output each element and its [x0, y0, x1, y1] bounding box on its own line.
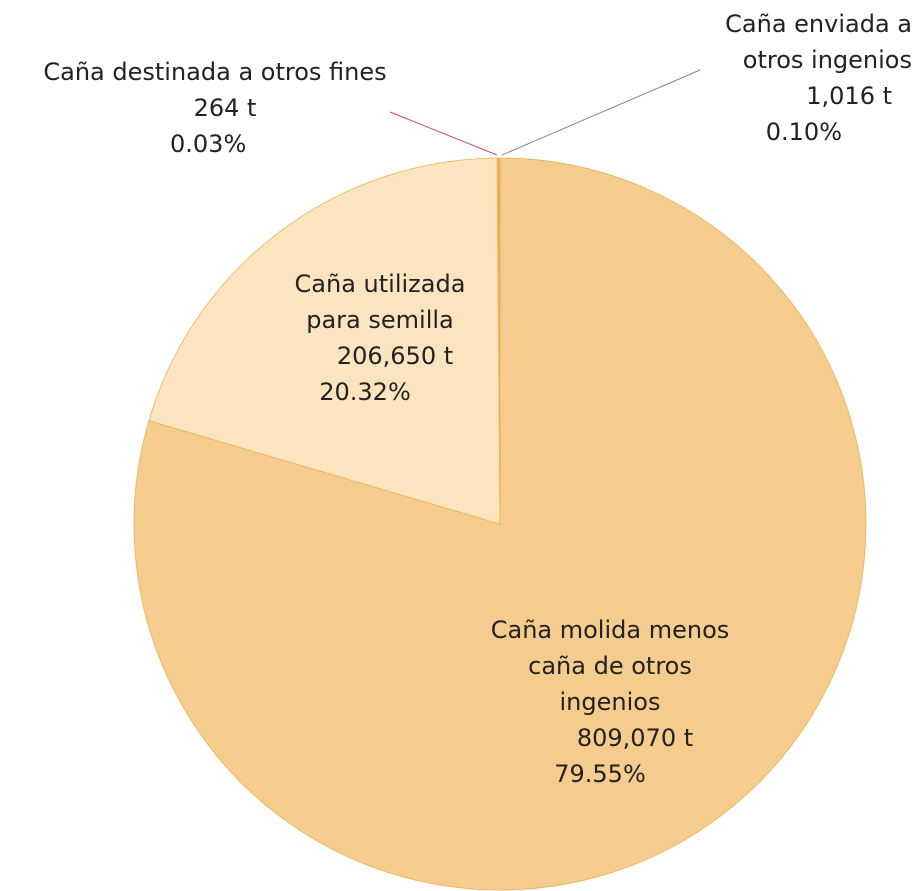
category-label: Caña destinada a otros fines	[43, 58, 387, 86]
category-label: Caña enviada a otros ingenios	[725, 10, 912, 74]
slice-label: Caña utilizada para semilla 206,650 t 20…	[265, 266, 495, 410]
value-label: 264 t	[193, 94, 257, 122]
leader-line	[389, 111, 498, 156]
slice-label: Caña destinada a otros fines 264 t 0.03%	[5, 54, 425, 162]
pie-slice	[497, 157, 501, 525]
category-label: Caña utilizada para semilla	[294, 270, 466, 334]
value-label: 206,650 t	[336, 342, 454, 370]
category-label: Caña molida menos caña de otros ingenios	[490, 616, 730, 716]
percent-label: 0.03%	[170, 130, 247, 158]
percent-label: 20.32%	[319, 378, 411, 406]
slice-label: Caña enviada a otros ingenios 1,016 t 0.…	[690, 6, 912, 150]
percent-label: 0.10%	[765, 118, 842, 146]
pie-slice	[148, 157, 501, 525]
value-label: 1,016 t	[806, 82, 892, 110]
leader-line	[501, 69, 701, 156]
value-label: 809,070 t	[576, 724, 694, 752]
slice-label: Caña molida menos caña de otros ingenios…	[490, 612, 730, 792]
percent-label: 79.55%	[554, 760, 646, 788]
